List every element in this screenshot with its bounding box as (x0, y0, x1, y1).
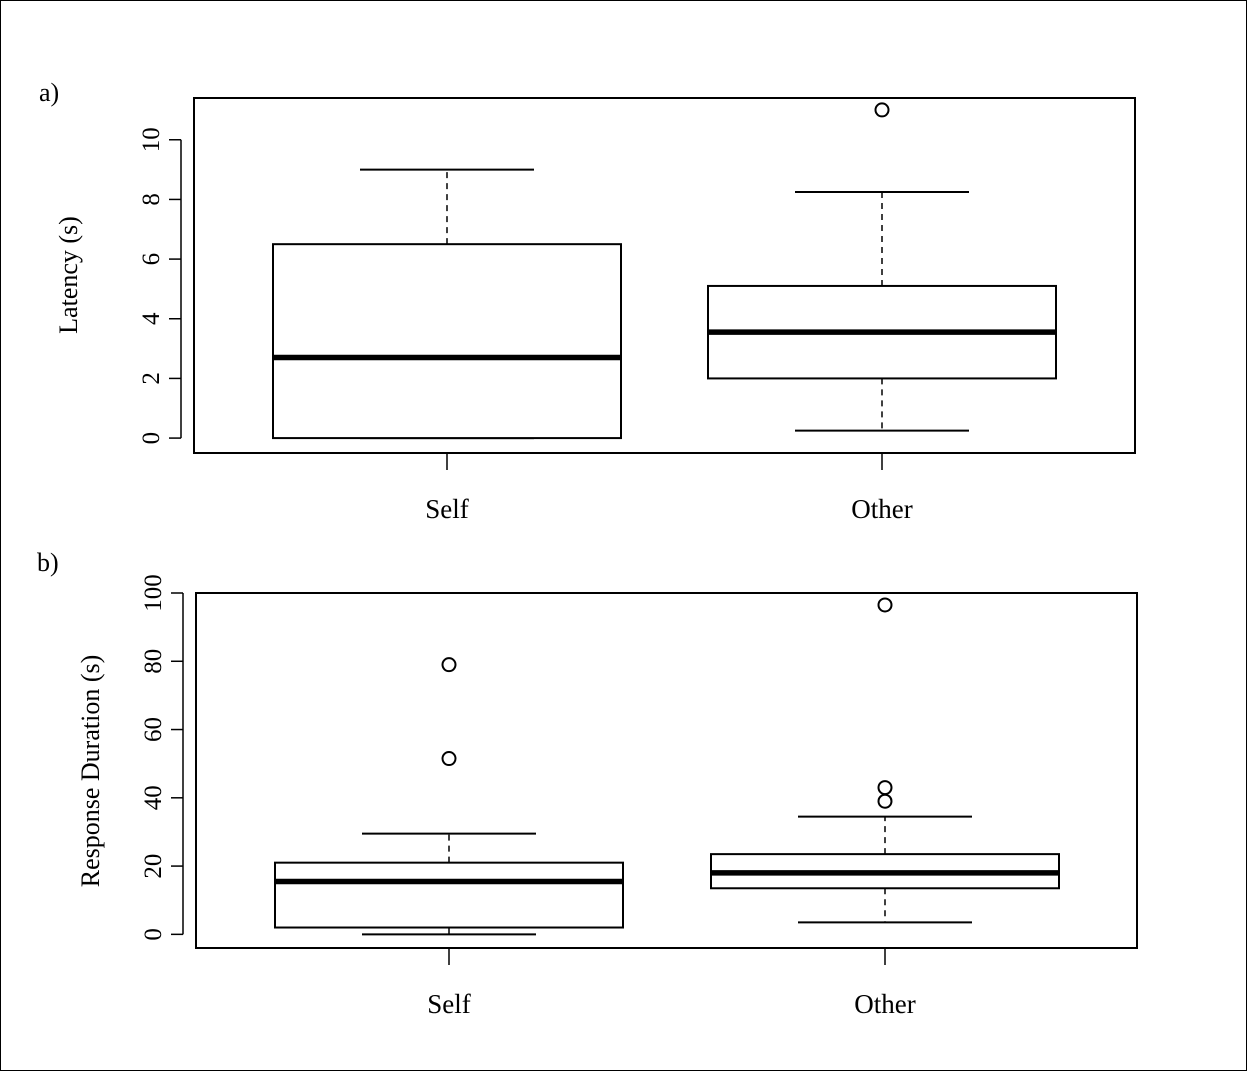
y-tick-label: 0 (138, 432, 165, 445)
y-tick-label: 6 (138, 253, 165, 266)
y-tick-label: 20 (140, 854, 167, 879)
outlier-point (874, 102, 890, 118)
outlier-point (441, 657, 457, 673)
box-self (272, 168, 622, 440)
panel-label-a: a) (39, 78, 59, 107)
y-tick-label: 0 (140, 928, 167, 941)
x-tick-label: Self (427, 989, 471, 1019)
outlier-point (441, 751, 457, 767)
outlier-point (877, 780, 893, 796)
plot-area-border (193, 97, 1136, 454)
box-self (274, 657, 624, 936)
y-tick-label: 4 (138, 312, 165, 325)
y-tick-label: 8 (138, 193, 165, 206)
x-tick-label: Other (854, 989, 915, 1019)
interquartile-box (274, 861, 624, 929)
outlier-point (877, 597, 893, 613)
panel-b: b) Response Duration (s) 0 20 40 60 80 100 Sel… (37, 548, 1138, 1019)
interquartile-box (272, 243, 622, 440)
x-tick-label: Self (425, 494, 469, 524)
y-axis-label-b: Response Duration (s) (76, 655, 105, 888)
x-tick-label: Other (851, 494, 912, 524)
y-tick-label: 2 (138, 372, 165, 385)
y-axis-label-a: Latency (s) (54, 216, 83, 334)
y-tick-label: 80 (140, 649, 167, 674)
outlier-point (877, 793, 893, 809)
box-other (707, 102, 1057, 432)
y-tick-label: 60 (140, 717, 167, 742)
y-tick-label: 40 (140, 785, 167, 810)
panel-label-b: b) (37, 548, 59, 577)
y-tick-label: 10 (138, 127, 165, 152)
y-tick-label: 100 (140, 574, 167, 612)
box-other (710, 597, 1060, 924)
panel-a: a) Latency (s) 0 2 4 6 8 10 Self Other (39, 78, 1136, 524)
plot-area-border (195, 592, 1138, 949)
